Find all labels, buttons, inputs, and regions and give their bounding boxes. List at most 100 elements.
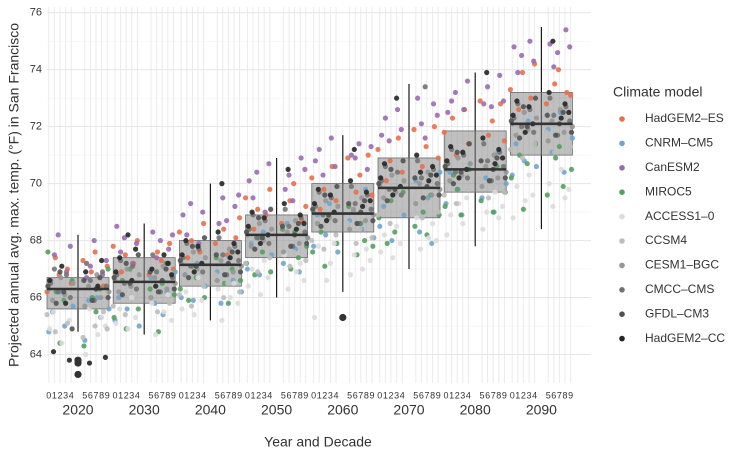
data-point (214, 277, 220, 284)
data-point (286, 223, 292, 229)
x-tick-label: 2080 (460, 402, 491, 418)
data-point (281, 200, 287, 207)
data-point (154, 249, 161, 255)
data-point (555, 49, 561, 56)
data-point (496, 215, 502, 221)
x-tick-label: 2040 (195, 402, 226, 418)
data-point (452, 89, 458, 96)
data-point (352, 200, 358, 207)
data-point (367, 257, 373, 264)
data-point (492, 189, 498, 195)
data-point (133, 240, 140, 247)
data-point (414, 215, 420, 221)
year-tick-label: 2 (455, 390, 460, 400)
data-point (351, 252, 357, 258)
data-point (527, 38, 533, 44)
data-point (567, 118, 573, 124)
data-point (428, 172, 434, 178)
data-point (501, 138, 507, 144)
data-point (176, 292, 182, 298)
year-tick-label: 4 (333, 390, 338, 400)
data-point (555, 67, 562, 73)
data-point (384, 240, 390, 247)
data-point (260, 229, 266, 235)
data-point (190, 297, 196, 303)
data-point (219, 181, 225, 187)
data-point (118, 249, 124, 255)
data-point (546, 181, 552, 187)
data-point (394, 95, 400, 101)
data-point (550, 38, 556, 44)
data-point (412, 175, 418, 181)
data-point (454, 149, 460, 155)
data-point (420, 209, 426, 215)
data-point (568, 129, 575, 135)
data-point (334, 183, 340, 190)
data-point (464, 175, 471, 181)
data-point (566, 109, 572, 115)
data-point (104, 326, 110, 332)
data-point (255, 206, 261, 212)
legend-label: CNRM–CM5 (645, 136, 713, 150)
data-point (365, 152, 371, 158)
data-point (165, 260, 171, 266)
data-point (477, 98, 483, 104)
year-tick-label: 2 (124, 390, 129, 400)
data-point (249, 266, 255, 272)
data-point (322, 263, 328, 269)
data-point (230, 269, 236, 275)
data-point (191, 312, 197, 318)
data-point (464, 78, 471, 84)
data-point (398, 126, 404, 133)
year-tick-label: 4 (400, 390, 405, 400)
data-point (496, 146, 502, 153)
data-point (176, 229, 182, 235)
data-point (52, 329, 58, 335)
data-point (433, 172, 439, 178)
data-point (148, 294, 154, 301)
data-point (533, 115, 540, 121)
data-point (514, 183, 520, 190)
data-point (567, 44, 573, 50)
year-tick-label: 9 (171, 390, 176, 400)
data-point (418, 175, 424, 181)
data-point (114, 223, 120, 229)
year-tick-label: 4 (201, 390, 206, 400)
data-point (423, 143, 429, 150)
data-point (190, 249, 196, 255)
data-point (188, 237, 195, 244)
data-point (558, 115, 564, 121)
data-point (327, 192, 333, 198)
data-point (370, 243, 376, 249)
data-point (353, 189, 359, 195)
y-tick-label: 70 (30, 178, 42, 190)
data-point (335, 203, 341, 209)
data-point (167, 300, 173, 306)
data-point (117, 306, 123, 312)
data-point (219, 317, 225, 323)
data-point (466, 141, 472, 147)
data-point (503, 169, 509, 175)
year-tick-label: 6 (485, 390, 490, 400)
data-point (218, 300, 224, 306)
data-point (435, 209, 441, 215)
data-point (441, 192, 447, 198)
data-point (257, 240, 263, 247)
data-point (524, 124, 530, 130)
data-point (80, 257, 86, 264)
data-point (212, 272, 218, 278)
data-point (68, 289, 74, 295)
data-point (321, 186, 327, 192)
data-point (333, 232, 339, 238)
data-point (563, 27, 569, 33)
data-point (154, 309, 161, 315)
data-point (237, 289, 243, 295)
data-point (546, 89, 552, 96)
data-point (324, 218, 330, 224)
data-point (229, 249, 235, 255)
data-point (99, 314, 105, 321)
data-point (59, 263, 65, 269)
data-point (237, 269, 244, 275)
data-point (378, 175, 384, 181)
x-tick-label: 2050 (261, 402, 292, 418)
